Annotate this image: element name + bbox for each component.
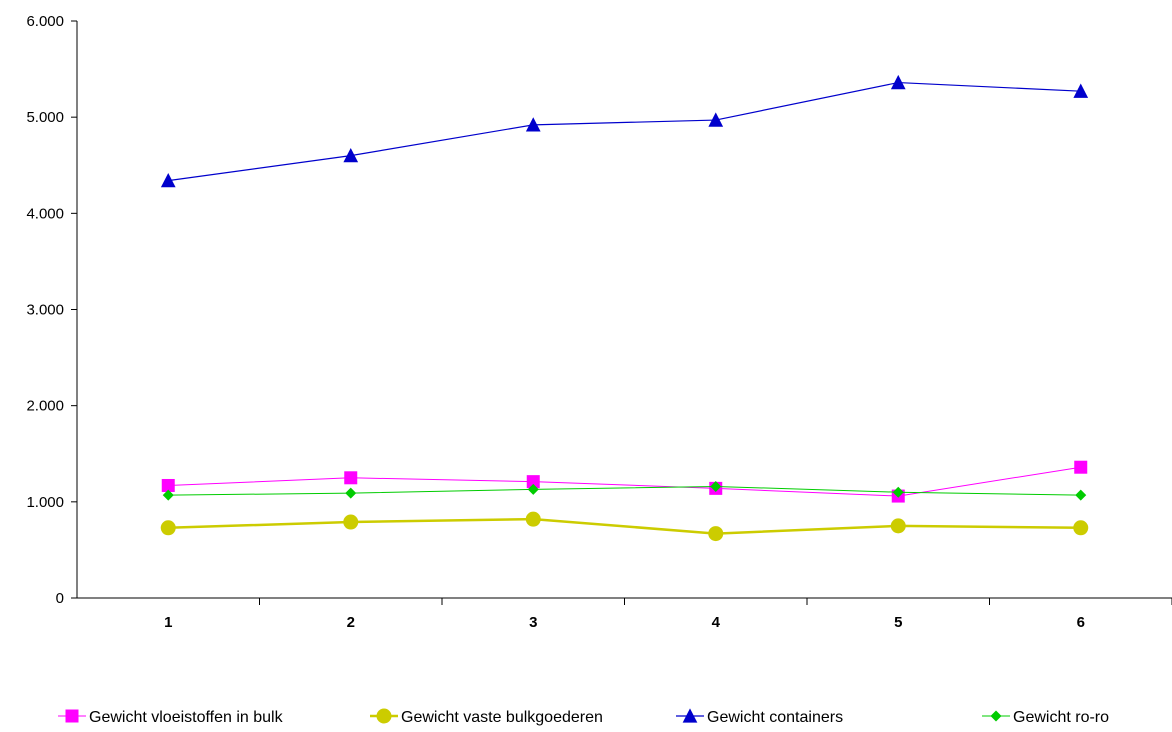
y-tick-label: 6.000	[26, 13, 64, 30]
y-tick-label: 5.000	[26, 109, 64, 126]
series-line	[168, 517, 1081, 535]
legend-label: Gewicht vloeistoffen in bulk	[89, 709, 284, 726]
legend-label: Gewicht vaste bulkgoederen	[401, 709, 603, 726]
x-tick-label: 1	[164, 614, 172, 631]
data-point	[1073, 520, 1089, 536]
y-tick-label: 1.000	[26, 494, 64, 511]
x-tick-label: 4	[712, 614, 721, 631]
x-tick-label: 5	[894, 614, 902, 631]
data-point	[160, 172, 176, 188]
data-point	[345, 487, 357, 499]
legend-marker	[65, 709, 79, 723]
data-point	[161, 478, 175, 492]
legend-label: Gewicht ro-ro	[1013, 709, 1109, 726]
series-1	[161, 460, 1088, 503]
data-point	[710, 480, 722, 492]
series-4	[162, 480, 1087, 501]
legend-item-1: Gewicht vloeistoffen in bulk	[58, 709, 284, 726]
data-point	[343, 514, 359, 530]
y-tick-label: 3.000	[26, 302, 64, 319]
series-line	[168, 466, 1081, 497]
legend-marker	[990, 710, 1002, 722]
data-point	[708, 526, 724, 542]
legend-item-2: Gewicht vaste bulkgoederen	[370, 708, 603, 726]
y-tick-label: 2.000	[26, 398, 64, 415]
axes: 0 1.000 2.000 3.000 4.000 5.000 6.000 1 2 3 4 5 6	[26, 13, 1172, 631]
legend-marker	[376, 708, 392, 724]
data-point	[525, 117, 541, 132]
data-point	[1074, 460, 1088, 474]
series-2	[160, 511, 1089, 542]
series-3	[160, 74, 1089, 188]
data-point	[343, 147, 359, 163]
legend-marker	[682, 708, 698, 723]
data-point	[892, 486, 904, 498]
data-point	[527, 483, 539, 495]
y-tick-label: 0	[56, 590, 64, 607]
data-point	[526, 475, 540, 489]
data-point	[344, 471, 358, 485]
data-point	[162, 489, 174, 501]
y-tick-label: 4.000	[26, 205, 64, 222]
data-point	[708, 112, 724, 127]
x-tick-label: 6	[1077, 614, 1085, 631]
data-point	[525, 511, 541, 527]
series-line	[168, 81, 1081, 182]
series-layer	[160, 74, 1089, 542]
data-point	[890, 74, 906, 90]
legend-label: Gewicht containers	[707, 709, 843, 726]
data-point	[1075, 489, 1087, 501]
x-tick-label: 3	[529, 614, 537, 631]
x-tick-label: 2	[347, 614, 355, 631]
data-point	[1073, 83, 1089, 98]
data-point	[160, 520, 176, 536]
legend-item-3: Gewicht containers	[676, 708, 843, 726]
data-point	[890, 518, 906, 534]
legend: Gewicht vloeistoffen in bulk Gewicht vast…	[58, 708, 1109, 726]
legend-item-4: Gewicht ro-ro	[982, 709, 1109, 726]
series-line	[168, 485, 1081, 496]
